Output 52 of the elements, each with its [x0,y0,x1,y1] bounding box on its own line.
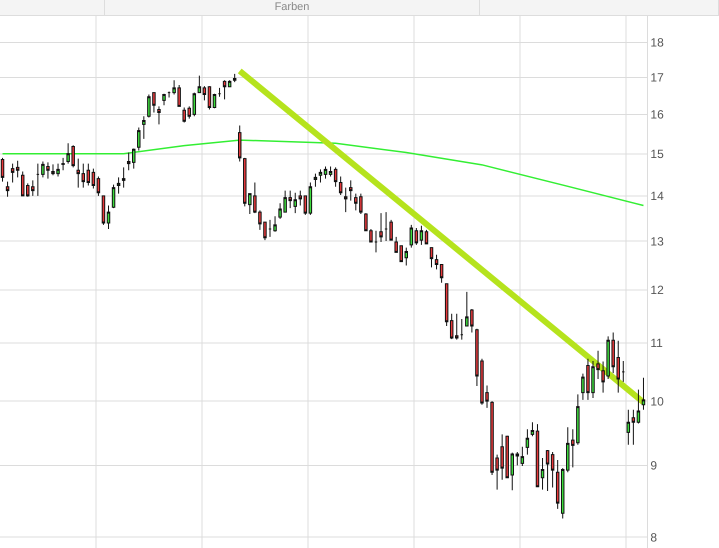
candlestick [106,205,110,230]
y-tick-label: 17 [650,70,664,85]
candlestick [596,350,600,380]
y-tick-label: 12 [650,283,664,298]
y-tick-label: 11 [650,336,664,350]
y-tick-label: 16 [650,108,664,122]
candlestick [540,457,544,490]
y-tick-label: 15 [650,146,664,161]
candlestick [591,360,595,399]
candlestick [232,73,236,83]
candlestick [162,93,166,106]
candlestick [314,173,318,188]
candlestick [344,187,348,213]
candlestick [485,384,489,408]
candlestick [61,157,65,171]
candlestick [218,87,222,98]
candlestick [460,318,464,340]
candlestick [116,176,120,194]
candlestick [0,157,4,182]
candlestick [318,168,322,183]
candlestick [51,164,55,176]
candlestick [6,181,10,198]
candlestick [374,230,378,253]
candlestick [526,428,530,456]
candlestick [56,163,60,178]
y-tick-label: 8 [650,530,658,544]
candlestick [379,212,383,242]
candlestick [167,91,171,98]
y-tick-label: 18 [650,36,664,50]
y-tick-label: 13 [650,234,664,248]
line-series [2,139,644,206]
candlestick [137,126,141,152]
candlestick [268,219,272,238]
candlestick [122,166,126,188]
candlestick [349,180,352,202]
candlestick [622,360,626,382]
candlestick [642,377,646,410]
text: Farben [105,0,480,15]
candlestick [102,195,106,226]
candlestick [430,247,434,268]
candlestick [384,212,388,242]
y-tick-label: 10 [650,394,664,408]
candlestick [157,106,161,125]
candlestick [142,116,146,140]
candlestick [36,163,40,196]
y-tick-label: 9 [650,458,658,473]
candlestick [112,184,116,209]
candlestick [530,422,534,437]
y-tick-label: 14 [650,189,664,204]
candlestick [389,219,393,241]
candlestick [273,216,277,232]
candlestick [338,176,342,196]
